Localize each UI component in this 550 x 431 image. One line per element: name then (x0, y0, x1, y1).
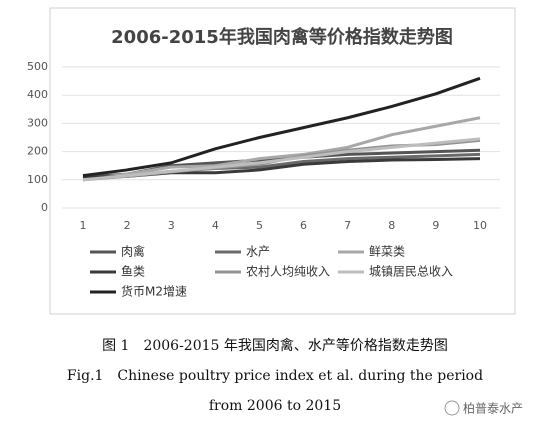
x-tick-label: 5 (256, 219, 263, 232)
y-tick-label: 400 (27, 88, 48, 101)
legend-label: 肉禽 (121, 244, 145, 259)
legend-label: 农村人均纯收入 (246, 265, 330, 279)
x-tick-label: 4 (212, 219, 219, 232)
legend-label: 鱼类 (121, 265, 145, 279)
x-tick-label: 7 (344, 219, 351, 232)
y-tick-label: 500 (27, 60, 48, 73)
legend-label: 货币M2增速 (121, 284, 187, 299)
y-tick-label: 100 (27, 173, 48, 186)
series-line (82, 76, 481, 178)
watermark-icon (444, 400, 460, 416)
legend-label: 鲜菜类 (369, 245, 405, 259)
y-tick-label: 0 (41, 201, 48, 214)
x-tick-label: 3 (168, 219, 175, 232)
legend-label: 城镇居民总收入 (369, 265, 453, 279)
x-tick-label: 9 (432, 219, 439, 232)
x-tick-label: 10 (473, 219, 487, 232)
caption-cn: 图 1 2006-2015 年我国肉禽、水产等价格指数走势图 (102, 337, 448, 354)
x-tick-label: 8 (388, 219, 395, 232)
watermark: 柏普泰水产 (463, 401, 523, 416)
x-tick-label: 2 (124, 219, 131, 232)
x-tick-label: 6 (300, 219, 307, 232)
chart-title: 2006-2015年我国肉禽等价格指数走势图 (111, 26, 453, 48)
caption-en: Fig.1 Chinese poultry price index et al.… (67, 368, 483, 384)
series-line (82, 116, 481, 182)
x-tick-label: 1 (80, 219, 87, 232)
y-tick-label: 300 (27, 116, 48, 129)
legend-label: 水产 (246, 245, 270, 259)
series-line (82, 137, 481, 182)
caption-en: from 2006 to 2015 (209, 398, 341, 414)
y-tick-label: 200 (27, 145, 48, 158)
